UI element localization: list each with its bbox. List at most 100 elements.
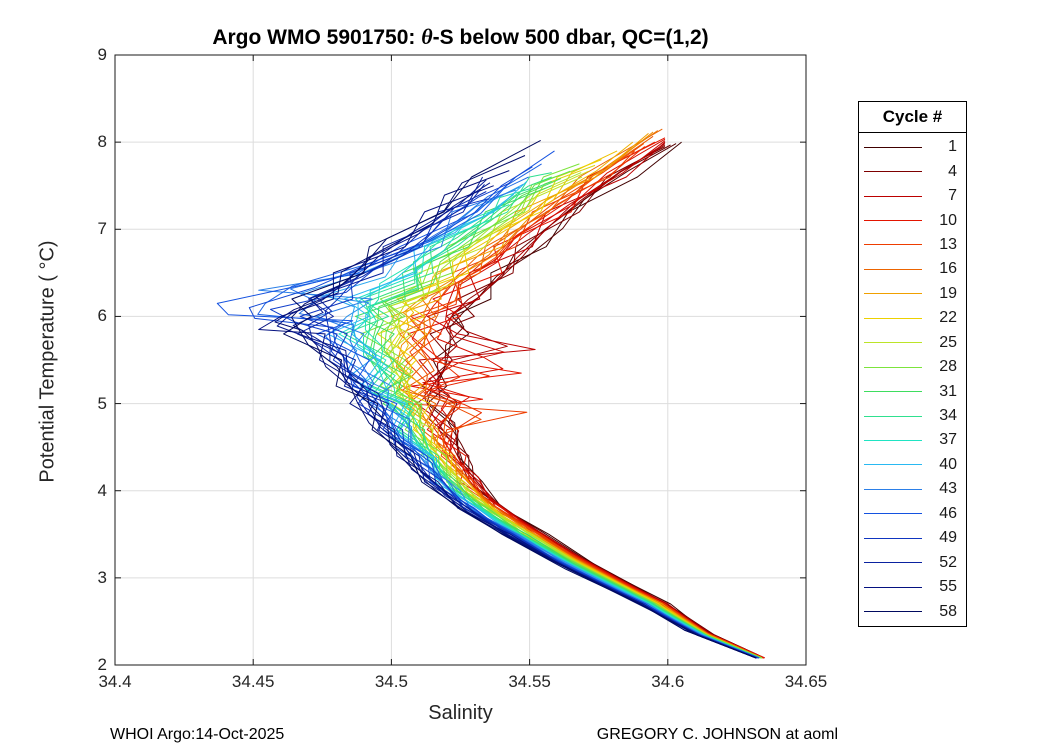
profile-curve-cycle-58 <box>283 139 757 659</box>
legend-entry: 19 <box>859 283 966 305</box>
plot-title-prefix: Argo WMO 5901750: <box>212 26 422 49</box>
legend-entry: 7 <box>859 185 966 207</box>
y-tick-label: 8 <box>97 132 107 152</box>
profile-curve-intermediate <box>411 141 764 659</box>
legend-line-sample <box>864 244 922 246</box>
y-tick-label: 7 <box>97 219 107 239</box>
legend-entry: 28 <box>859 356 966 378</box>
legend-line-sample <box>864 342 922 344</box>
legend-entry: 25 <box>859 332 966 354</box>
legend-line-sample <box>864 220 922 222</box>
y-tick-label: 3 <box>97 567 107 587</box>
profile-curve-cycle-43 <box>258 189 760 659</box>
theta-symbol: θ <box>421 24 433 49</box>
y-tick-label: 2 <box>97 655 107 674</box>
profile-curve-intermediate <box>274 170 757 659</box>
legend-entry-label: 40 <box>939 455 957 473</box>
legend-line-sample <box>864 366 922 368</box>
legend-entry-label: 13 <box>939 235 957 253</box>
legend-line-sample <box>864 611 922 613</box>
x-tick-label: 34.6 <box>651 672 685 691</box>
y-tick-label: 5 <box>97 393 107 413</box>
legend-line-sample <box>864 586 922 588</box>
legend-line-sample <box>864 513 922 515</box>
legend-line-sample <box>864 415 922 417</box>
profile-curve-cycle-46 <box>216 150 760 659</box>
profile-curve-intermediate <box>276 182 757 659</box>
legend-entry: 37 <box>859 429 966 451</box>
legend-entry-label: 46 <box>939 504 957 522</box>
legend-box: Cycle # 1 4 7 10 13 16 19 22 25 28 31 34 37 40 43 46 49 5… <box>858 101 967 627</box>
legend-entry: 31 <box>859 381 966 403</box>
legend-line-sample <box>864 537 922 539</box>
legend-entry-label: 25 <box>939 333 957 351</box>
legend-line-sample <box>864 171 922 173</box>
profile-curve-intermediate <box>397 141 762 659</box>
legend-entry-label: 34 <box>939 407 957 425</box>
legend-line-sample <box>864 439 922 441</box>
profile-curve-intermediate <box>308 183 757 659</box>
plot-title: Argo WMO 5901750: θ-S below 500 dbar, QC… <box>115 24 806 50</box>
profile-curve-intermediate <box>381 170 762 659</box>
legend-entry-label: 28 <box>939 358 957 376</box>
legend-line-sample <box>864 464 922 466</box>
legend-line-sample <box>864 268 922 270</box>
profile-curve-intermediate <box>324 191 757 659</box>
profile-curve-intermediate <box>289 176 760 659</box>
legend-entry-label: 43 <box>939 480 957 498</box>
legend-line-sample <box>864 195 922 197</box>
profile-curve-cycle-10 <box>407 137 765 659</box>
x-tick-label: 34.5 <box>374 672 408 691</box>
legend-entry: 52 <box>859 552 966 574</box>
legend-entry-label: 4 <box>948 162 957 180</box>
legend-entry-label: 37 <box>939 431 957 449</box>
x-tick-label: 34.4 <box>98 672 132 691</box>
legend-line-sample <box>864 488 922 490</box>
legend-entry: 55 <box>859 576 966 598</box>
legend-line-sample <box>864 146 922 148</box>
profile-curve-intermediate <box>409 143 763 659</box>
legend-entry-label: 10 <box>939 211 957 229</box>
legend-entry: 58 <box>859 601 966 623</box>
legend-entry-label: 22 <box>939 309 957 327</box>
legend-line-sample <box>864 562 922 564</box>
x-axis-label: Salinity <box>428 702 493 724</box>
legend-entry-label: 49 <box>939 529 957 547</box>
legend-entry: 34 <box>859 405 966 427</box>
legend-line-sample <box>864 391 922 393</box>
y-tick-label: 9 <box>97 45 107 64</box>
legend-entry-label: 1 <box>948 138 957 156</box>
footer-credit-right: GREGORY C. JOHNSON at aoml <box>596 726 838 743</box>
legend-entry: 1 <box>859 136 966 158</box>
x-tick-label: 34.65 <box>784 672 828 691</box>
profile-curve-cycle-37 <box>338 220 760 659</box>
legend-entry-label: 52 <box>939 553 957 571</box>
y-tick-label: 6 <box>97 306 107 326</box>
legend-entry-label: 58 <box>939 602 957 620</box>
legend-title: Cycle # <box>859 102 966 133</box>
y-tick-label: 4 <box>97 480 107 500</box>
footer-credit-left: WHOI Argo:14-Oct-2025 <box>110 726 285 743</box>
profile-curve-intermediate <box>395 131 763 659</box>
profile-curve-intermediate <box>292 179 757 659</box>
legend-line-sample <box>864 293 922 295</box>
y-axis-label: Potential Temperature ( °C) <box>36 240 59 483</box>
legend-entry-label: 7 <box>948 187 957 205</box>
legend-entry-label: 16 <box>939 260 957 278</box>
x-tick-label: 34.45 <box>231 672 275 691</box>
profile-curve-intermediate <box>291 155 757 659</box>
legend-entry: 40 <box>859 454 966 476</box>
plot-title-suffix: -S below 500 dbar, QC=(1,2) <box>432 26 709 49</box>
legend-entry: 13 <box>859 234 966 256</box>
legend-entry: 16 <box>859 258 966 280</box>
legend-entry: 22 <box>859 307 966 329</box>
legend-entry: 4 <box>859 161 966 183</box>
profile-curve-intermediate <box>351 207 760 659</box>
legend-line-sample <box>864 317 922 319</box>
legend-entry-label: 55 <box>939 578 957 596</box>
profile-curve-intermediate <box>248 166 759 659</box>
profile-curve-intermediate <box>401 135 763 659</box>
legend-entry-label: 19 <box>939 284 957 302</box>
